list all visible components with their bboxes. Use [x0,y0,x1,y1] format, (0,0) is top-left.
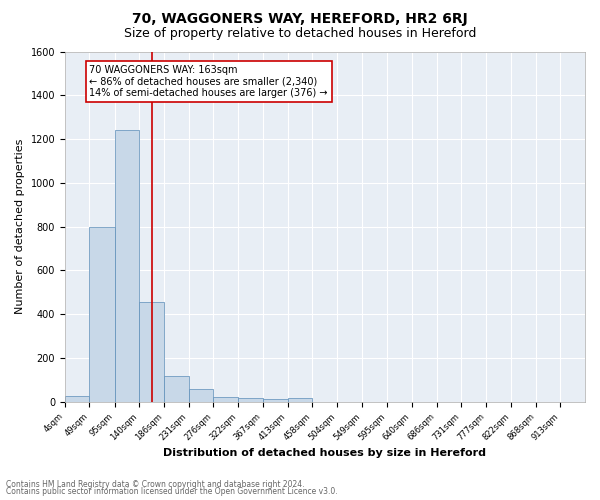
Text: Size of property relative to detached houses in Hereford: Size of property relative to detached ho… [124,28,476,40]
Bar [263,398,288,402]
Text: Contains HM Land Registry data © Crown copyright and database right 2024.: Contains HM Land Registry data © Crown c… [6,480,305,489]
Bar [238,398,263,402]
Bar [65,396,89,402]
Bar [164,376,188,402]
X-axis label: Distribution of detached houses by size in Hereford: Distribution of detached houses by size … [163,448,487,458]
Bar [213,398,238,402]
Bar [139,302,164,402]
Bar [188,388,213,402]
Text: 70 WAGGONERS WAY: 163sqm
← 86% of detached houses are smaller (2,340)
14% of sem: 70 WAGGONERS WAY: 163sqm ← 86% of detach… [89,64,328,98]
Y-axis label: Number of detached properties: Number of detached properties [15,139,25,314]
Text: 70, WAGGONERS WAY, HEREFORD, HR2 6RJ: 70, WAGGONERS WAY, HEREFORD, HR2 6RJ [132,12,468,26]
Bar [288,398,313,402]
Text: Contains public sector information licensed under the Open Government Licence v3: Contains public sector information licen… [6,488,338,496]
Bar [115,130,139,402]
Bar [89,226,115,402]
